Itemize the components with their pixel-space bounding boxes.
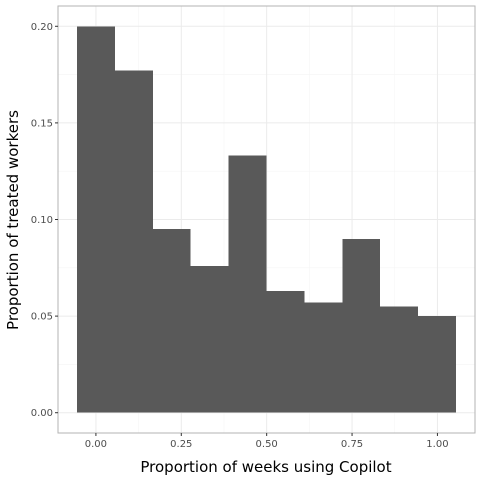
x-axis-title: Proportion of weeks using Copilot: [140, 458, 391, 476]
histogram-bar-1: [76, 26, 115, 413]
histogram-bar-3: [152, 229, 191, 413]
histogram-bar-5: [228, 155, 267, 413]
y-tick-label: 0.20: [31, 22, 53, 33]
histogram-bar-10: [418, 316, 457, 413]
y-tick-label: 0.10: [31, 215, 53, 226]
y-axis-title: Proportion of treated workers: [4, 110, 22, 330]
x-tick-label: 1.00: [426, 439, 448, 450]
y-axis-ticks: 0.00 0.05 0.10 0.15 0.20: [31, 22, 58, 419]
x-tick-label: 0.50: [256, 439, 278, 450]
y-tick-label: 0.05: [31, 312, 53, 323]
histogram-bar-4: [190, 265, 229, 413]
histogram-bar-6: [266, 290, 305, 413]
y-tick-label: 0.00: [31, 408, 53, 419]
x-tick-label: 0.75: [341, 439, 363, 450]
histogram-bars: [76, 26, 457, 413]
histogram-bar-2: [114, 70, 153, 413]
x-axis-ticks: 0.00 0.25 0.50 0.75 1.00: [85, 433, 449, 450]
histogram-bar-9: [380, 306, 419, 413]
y-tick-label: 0.15: [31, 118, 53, 129]
histogram-bar-7: [304, 302, 343, 413]
x-tick-label: 0.00: [85, 439, 107, 450]
histogram-bar-8: [342, 238, 381, 413]
x-tick-label: 0.25: [170, 439, 192, 450]
